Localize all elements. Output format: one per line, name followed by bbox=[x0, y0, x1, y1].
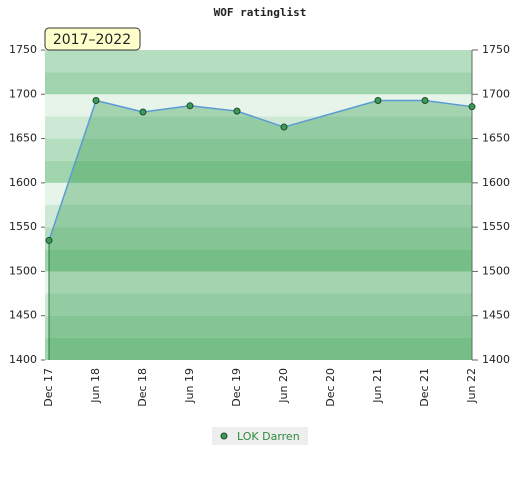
band bbox=[45, 293, 472, 316]
band bbox=[45, 182, 472, 205]
line-segment bbox=[48, 100, 97, 241]
x-tick-label: Dec 19 bbox=[230, 368, 243, 407]
y-tick-label: 1650 bbox=[9, 132, 37, 145]
x-tick-label: Jun 21 bbox=[371, 368, 384, 404]
point bbox=[374, 96, 382, 104]
area bbox=[190, 105, 237, 360]
band bbox=[45, 315, 472, 338]
point bbox=[280, 123, 288, 131]
line-segment bbox=[283, 99, 379, 128]
x-tick-label: Dec 18 bbox=[136, 368, 149, 407]
y2-tick-label: 1400 bbox=[482, 353, 510, 366]
x-tick-label: Jun 20 bbox=[277, 368, 290, 404]
line-segment bbox=[189, 105, 238, 112]
line-segment bbox=[236, 110, 285, 128]
point bbox=[92, 96, 100, 104]
y-tick-label: 1750 bbox=[9, 43, 37, 56]
y2-tick-label: 1650 bbox=[482, 132, 510, 145]
area bbox=[96, 100, 143, 360]
legend-box bbox=[212, 427, 308, 445]
band bbox=[45, 249, 472, 272]
area bbox=[237, 111, 284, 360]
point bbox=[233, 107, 241, 115]
y-tick-label: 1600 bbox=[9, 176, 37, 189]
line-segment bbox=[142, 105, 191, 113]
x-tick-label: Dec 21 bbox=[418, 368, 431, 407]
line-segment bbox=[95, 99, 144, 113]
y2-tick-label: 1750 bbox=[482, 43, 510, 56]
point bbox=[139, 108, 147, 116]
area bbox=[49, 100, 96, 360]
y2-tick-label: 1600 bbox=[482, 176, 510, 189]
band bbox=[45, 138, 472, 161]
band bbox=[45, 160, 472, 183]
y-tick-label: 1400 bbox=[9, 353, 37, 366]
y2-tick-label: 1700 bbox=[482, 87, 510, 100]
point bbox=[468, 103, 476, 111]
x-tick-label: Jun 19 bbox=[183, 368, 196, 404]
band bbox=[45, 337, 472, 360]
legend-marker bbox=[220, 432, 228, 440]
x-tick-label: Jun 22 bbox=[465, 368, 478, 404]
point bbox=[186, 102, 194, 110]
legend-label: LOK Darren bbox=[237, 430, 300, 443]
area bbox=[284, 100, 378, 360]
y-tick-label: 1500 bbox=[9, 264, 37, 277]
area bbox=[425, 100, 472, 360]
x-tick-label: Dec 17 bbox=[42, 368, 55, 407]
y2-tick-label: 1450 bbox=[482, 309, 510, 322]
y-tick-label: 1450 bbox=[9, 309, 37, 322]
line-segment bbox=[424, 99, 473, 108]
band bbox=[45, 271, 472, 294]
chart-title: WOF ratinglist bbox=[214, 6, 307, 19]
x-tick-label: Jun 18 bbox=[89, 368, 102, 404]
band bbox=[45, 72, 472, 95]
plot-area bbox=[45, 50, 472, 360]
y2-tick-label: 1500 bbox=[482, 264, 510, 277]
area bbox=[143, 105, 190, 360]
area bbox=[378, 100, 425, 360]
y2-tick-label: 1550 bbox=[482, 220, 510, 233]
band bbox=[45, 50, 472, 73]
y-tick-label: 1700 bbox=[9, 87, 37, 100]
point bbox=[421, 96, 429, 104]
band bbox=[45, 205, 472, 228]
x-tick-label: Dec 20 bbox=[324, 368, 337, 407]
point bbox=[45, 236, 53, 244]
band bbox=[45, 116, 472, 139]
annotation-box bbox=[44, 27, 141, 51]
annotation: 2017–2022 bbox=[53, 32, 131, 48]
y-tick-label: 1550 bbox=[9, 220, 37, 233]
band bbox=[45, 227, 472, 250]
